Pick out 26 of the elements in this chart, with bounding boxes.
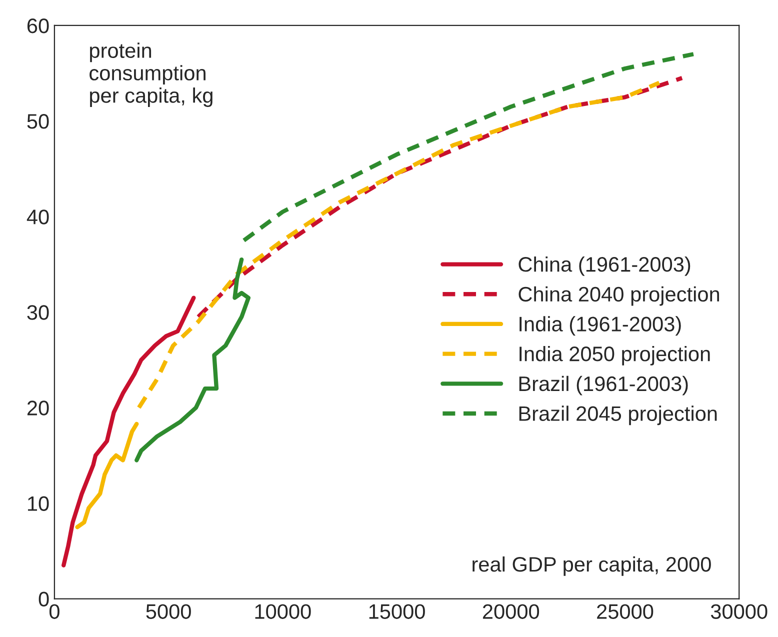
y-tick-label: 10 xyxy=(28,496,49,511)
x-tick-label: 0 xyxy=(49,604,60,619)
x-tick-label: 25000 xyxy=(597,604,654,619)
line-series xyxy=(62,296,196,568)
y-tick-label: 30 xyxy=(27,305,49,320)
y-tick-label: 60 xyxy=(27,18,49,34)
y-tick-label: 50 xyxy=(27,114,49,129)
legend-label: Brazil 2045 projection xyxy=(519,406,717,426)
x-axis-title: real GDP per capita, 2000 xyxy=(472,556,711,576)
x-tick-label: 10000 xyxy=(255,604,311,619)
x-tick-label: 5000 xyxy=(146,604,191,619)
y-axis-title: protein consumption per capita, kg xyxy=(90,42,212,107)
x-tick-label: 20000 xyxy=(482,604,540,619)
x-tick-label: 30000 xyxy=(710,604,768,619)
x-tick-label: 15000 xyxy=(369,604,425,619)
legend-label: China (1961-2003) xyxy=(518,256,690,276)
line-series xyxy=(242,52,696,243)
line-series xyxy=(75,422,139,530)
y-tick-label: 20 xyxy=(27,400,49,416)
line-series xyxy=(134,257,251,462)
legend-label: China 2040 projection xyxy=(518,286,720,306)
y-tick-label: 40 xyxy=(26,210,49,224)
y-tick-label: 0 xyxy=(38,592,49,607)
legend-label: Brazil (1961-2003) xyxy=(519,376,688,396)
legend-label: India 2050 projection xyxy=(520,346,710,366)
legend-label: India (1961-2003) xyxy=(520,316,681,336)
